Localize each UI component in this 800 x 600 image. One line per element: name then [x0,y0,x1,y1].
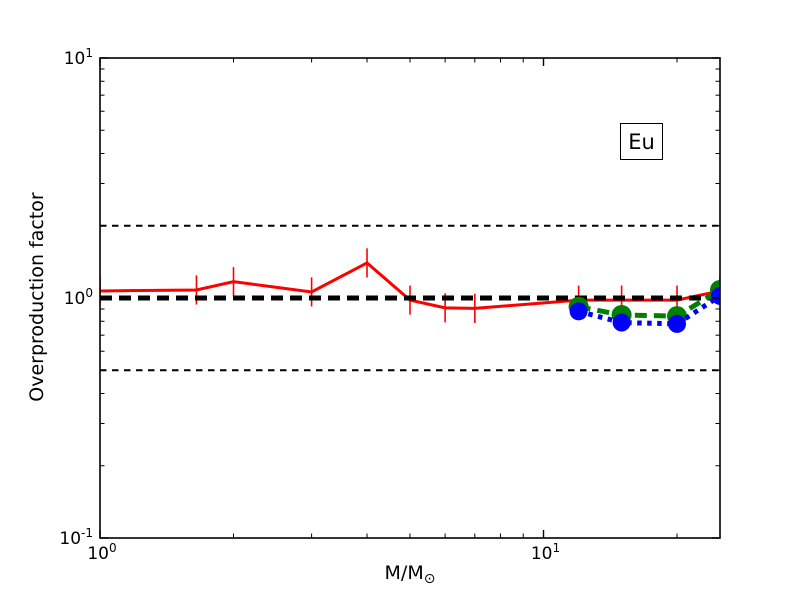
axes [99,57,721,539]
dashed-green-circles-line [578,287,720,319]
dotted-blue-circles-marker [569,302,588,321]
element-annotation-label: Eu [628,129,655,154]
solar-mass-symbol: ⊙ [423,571,436,587]
y-tick-label: 100 [64,286,93,309]
element-annotation-box: Eu [620,123,663,160]
dotted-blue-circles-line [577,293,720,327]
x-axis-label-text: M/M [384,562,424,584]
solid-red-with-errorbars-line [100,261,720,310]
y-tick-label: 10-1 [59,526,93,549]
dotted-blue-circles-marker [711,286,720,305]
x-tick-label: 100 [87,541,116,564]
plot-data-layer [100,224,720,372]
dotted-blue-circles-marker [612,313,631,332]
y-axis-label: Overproduction factor [26,192,48,402]
dotted-blue-circles-marker [668,314,687,333]
x-tick-label: 101 [531,541,560,564]
x-axis-label: M/M⊙ [100,562,720,587]
y-tick-label: 101 [64,46,93,69]
